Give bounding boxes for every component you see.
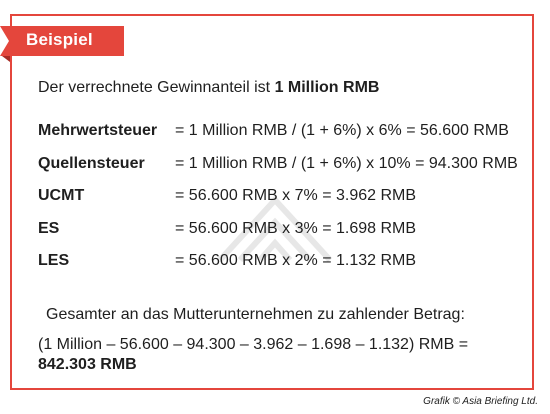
intro-sentence: Der verrechnete Gewinnanteil ist bbox=[38, 79, 275, 96]
row-formula: = 56.600 RMB x 7% = 3.962 RMB bbox=[175, 187, 417, 204]
row-label: Quellensteuer bbox=[38, 155, 145, 172]
row-formula: = 1 Million RMB / (1 + 6%) x 10% = 94.30… bbox=[175, 155, 518, 172]
row-formula: = 56.600 RMB x 3% = 1.698 RMB bbox=[175, 220, 417, 237]
image-credit: Grafik © Asia Briefing Ltd. bbox=[423, 396, 538, 407]
row-formula: = 56.600 RMB x 2% = 1.132 RMB bbox=[175, 252, 417, 269]
example-badge: Beispiel bbox=[0, 26, 124, 62]
example-box bbox=[10, 14, 534, 390]
intro-amount: 1 Million RMB bbox=[274, 79, 380, 96]
summary-calculation: (1 Million – 56.600 – 94.300 – 3.962 – 1… bbox=[38, 336, 469, 353]
intro-text: Der verrechnete Gewinnanteil ist 1 Milli… bbox=[38, 79, 379, 97]
row-formula: = 1 Million RMB / (1 + 6%) x 6% = 56.600… bbox=[175, 122, 509, 139]
badge-label: Beispiel bbox=[26, 30, 93, 49]
summary-total: 842.303 RMB bbox=[38, 356, 137, 373]
summary-text: Gesamter an das Mutterunternehmen zu zah… bbox=[46, 306, 465, 323]
row-label: ES bbox=[38, 220, 60, 237]
row-label: UCMT bbox=[38, 187, 85, 204]
row-label: Mehrwertsteuer bbox=[38, 122, 158, 139]
logo-watermark-icon bbox=[210, 185, 340, 270]
row-label: LES bbox=[38, 252, 70, 269]
